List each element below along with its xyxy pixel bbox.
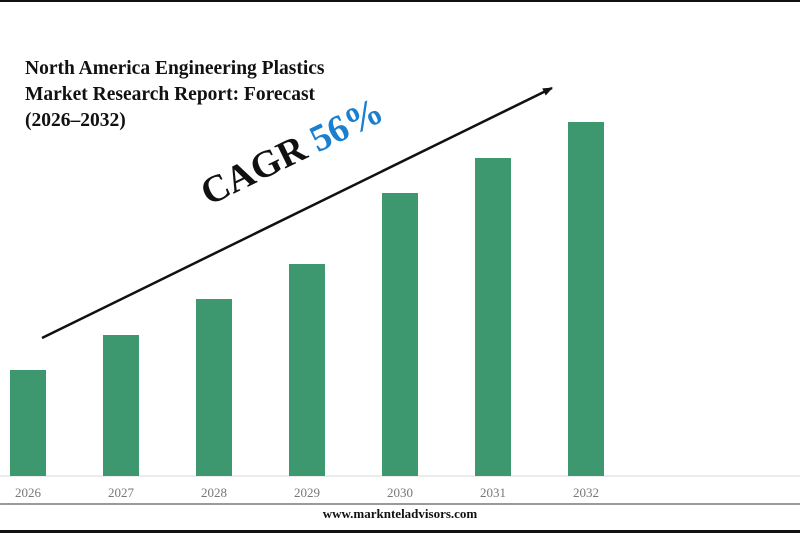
bar-2026	[10, 370, 46, 476]
x-tick-label-2031: 2031	[480, 485, 506, 500]
title-line-1: North America Engineering Plastics	[25, 58, 325, 79]
bar-2032	[568, 122, 604, 476]
bar-2030	[382, 193, 418, 476]
x-tick-label-2026: 2026	[15, 485, 42, 500]
x-tick-label-2027: 2027	[108, 485, 135, 500]
chart-title: North America Engineering Plastics Marke…	[25, 56, 325, 134]
footer-website: www.marknteladvisors.com	[322, 506, 478, 521]
bar-2027	[103, 335, 139, 476]
footer-divider	[0, 503, 800, 505]
x-tick-label-2032: 2032	[573, 485, 599, 500]
top-border	[0, 0, 800, 2]
trend-arrow	[41, 86, 553, 340]
bar-2029	[289, 264, 325, 476]
x-tick-label-2030: 2030	[387, 485, 413, 500]
title-line-2: Market Research Report: Forecast	[25, 84, 316, 105]
x-tick-label-2028: 2028	[201, 485, 227, 500]
x-tick-label-2029: 2029	[294, 485, 320, 500]
bar-2031	[475, 158, 511, 476]
bottom-border	[0, 530, 800, 533]
bar-2028	[196, 299, 232, 476]
title-line-3: (2026–2032)	[25, 110, 126, 131]
